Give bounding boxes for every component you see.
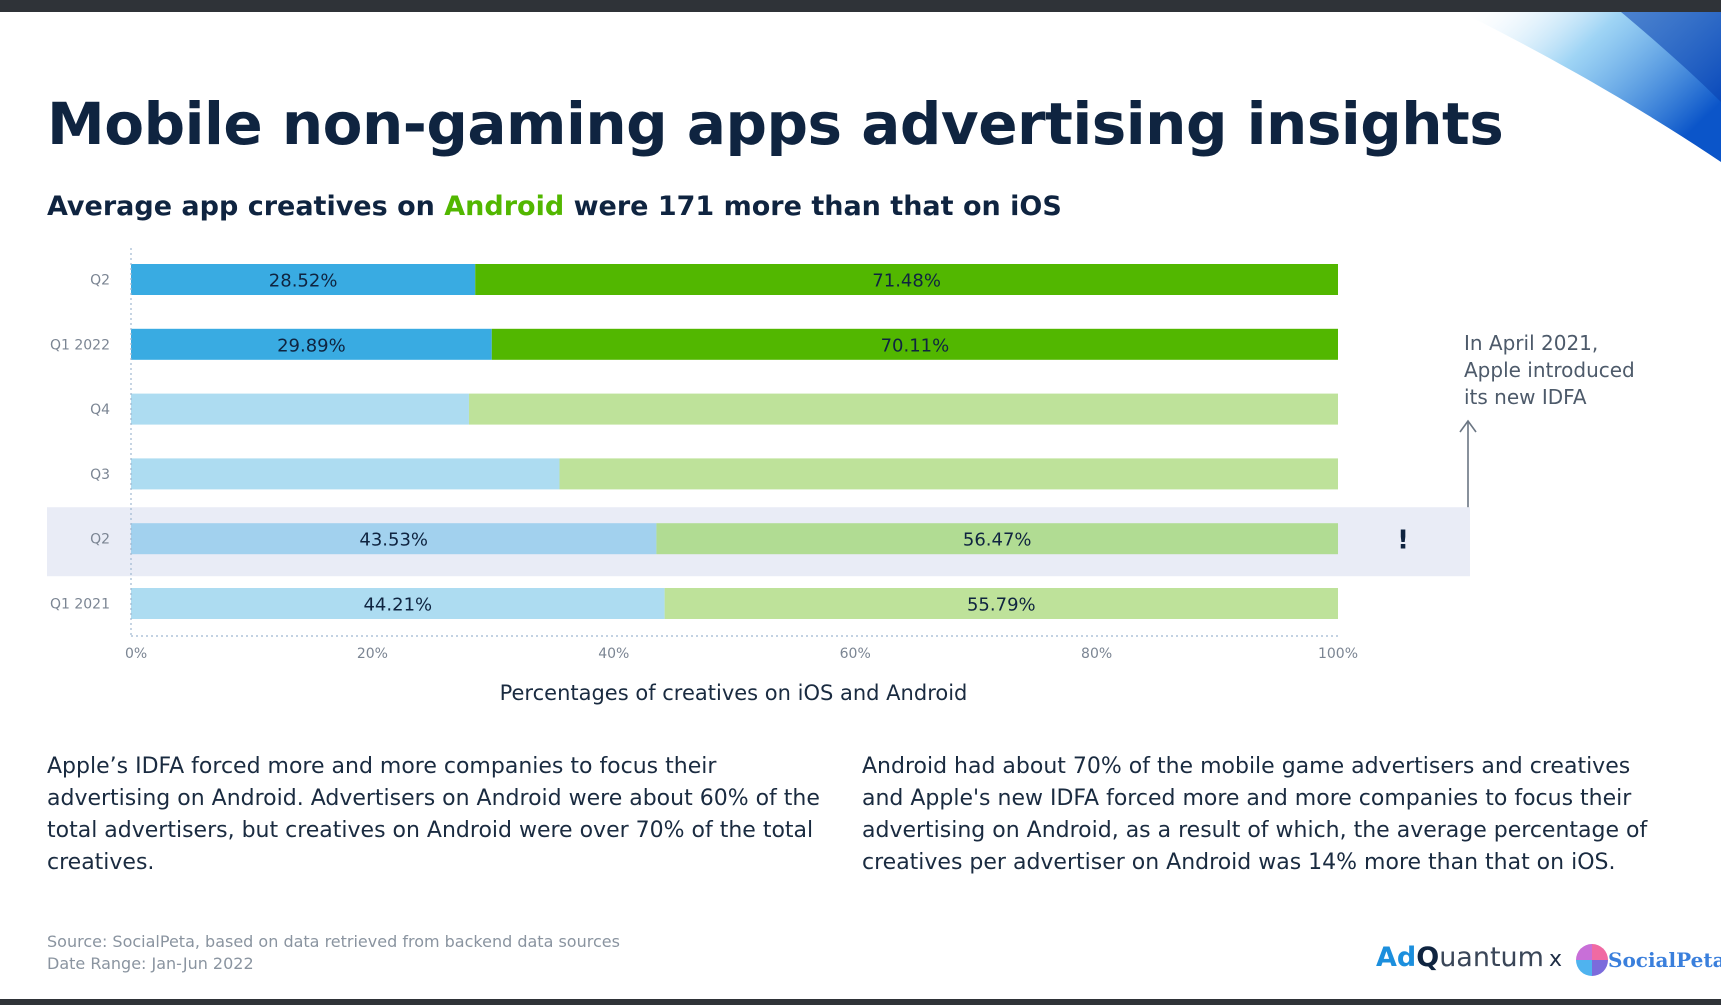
ios-data-label: 43.53%	[359, 530, 428, 551]
android-bar	[475, 264, 1338, 295]
date-range-line: Date Range: Jan-Jun 2022	[47, 954, 254, 973]
x-tick-label: 0%	[125, 646, 147, 662]
annotation-line: In April 2021,	[1464, 331, 1599, 355]
category-label: Q2	[90, 532, 110, 548]
android-bar	[491, 328, 1338, 360]
top-bar	[0, 0, 1721, 12]
ios-data-label: 44.21%	[363, 595, 432, 616]
android-bar	[664, 588, 1338, 619]
x-tick-label: 60%	[840, 646, 871, 662]
subtitle-part1: Average app creatives on	[47, 191, 445, 222]
category-label: Q3	[90, 467, 110, 483]
annotation-line: its new IDFA	[1464, 385, 1587, 409]
subtitle-highlight: Android	[444, 191, 565, 222]
android-data-label: 55.79%	[967, 595, 1036, 616]
socialpeta-logo-text: SocialPeta	[1608, 948, 1721, 972]
ios-bar	[131, 328, 492, 360]
idfa-annotation: In April 2021, Apple introduced its new …	[1464, 330, 1664, 411]
x-tick-label: 20%	[357, 646, 388, 662]
ios-bar	[131, 458, 560, 490]
ios-data-label: 29.89%	[277, 335, 346, 356]
ios-bar	[131, 393, 469, 425]
adquantum-logo: AdQuantum	[1376, 942, 1544, 973]
bottom-bar	[0, 999, 1721, 1005]
category-label: Q4	[90, 402, 110, 418]
android-data-label: 71.48%	[872, 271, 941, 292]
android-bar	[656, 523, 1338, 555]
corner-decoration	[1461, 12, 1721, 162]
x-tick-label: 100%	[1318, 646, 1358, 662]
insight-note-left: Apple’s IDFA forced more and more compan…	[47, 754, 820, 875]
adquantum-rest: uantum	[1439, 942, 1544, 973]
x-tick-label: 80%	[1081, 646, 1112, 662]
android-data-label: 70.11%	[881, 335, 950, 356]
annotation-line: Apple introduced	[1464, 358, 1635, 382]
socialpeta-logo-icon	[1576, 944, 1608, 976]
source-note: Source: SocialPeta, based on data retrie…	[47, 931, 620, 975]
adquantum-ad: Ad	[1376, 942, 1417, 973]
category-label: Q1 2022	[50, 337, 110, 353]
page-title: Mobile non-gaming apps advertising insig…	[47, 90, 1504, 158]
up-arrow-icon	[1459, 419, 1477, 433]
insight-note-right: Android had about 70% of the mobile game…	[862, 754, 1648, 875]
x-axis-title: Percentages of creatives on iOS and Andr…	[500, 681, 968, 705]
android-data-label: 56.47%	[963, 530, 1032, 551]
android-bar	[468, 393, 1339, 425]
subtitle-part2: were 171 more than that on iOS	[564, 191, 1062, 222]
category-label: Q2	[90, 273, 110, 289]
x-tick-label: 40%	[598, 646, 629, 662]
stacked-bar-chart: Q2 28.52% 71.48% Q1 2022 29.89% 70.11% Q4 Q3 Q2 4…	[47, 248, 1477, 705]
ios-data-label: 28.52%	[269, 271, 338, 292]
android-bar	[559, 458, 1338, 490]
adquantum-q: Q	[1416, 942, 1440, 973]
ios-bar	[131, 264, 476, 295]
logo-separator: x	[1549, 947, 1563, 972]
source-line: Source: SocialPeta, based on data retrie…	[47, 932, 620, 951]
highlight-marker: !	[1397, 526, 1409, 556]
ios-bar	[131, 523, 657, 555]
ios-bar	[131, 588, 665, 619]
chart-subtitle: Average app creatives on Android were 17…	[47, 191, 1062, 222]
brand-logos: AdQuantum x SocialPeta	[1376, 938, 1721, 982]
category-label: Q1 2021	[50, 597, 110, 613]
